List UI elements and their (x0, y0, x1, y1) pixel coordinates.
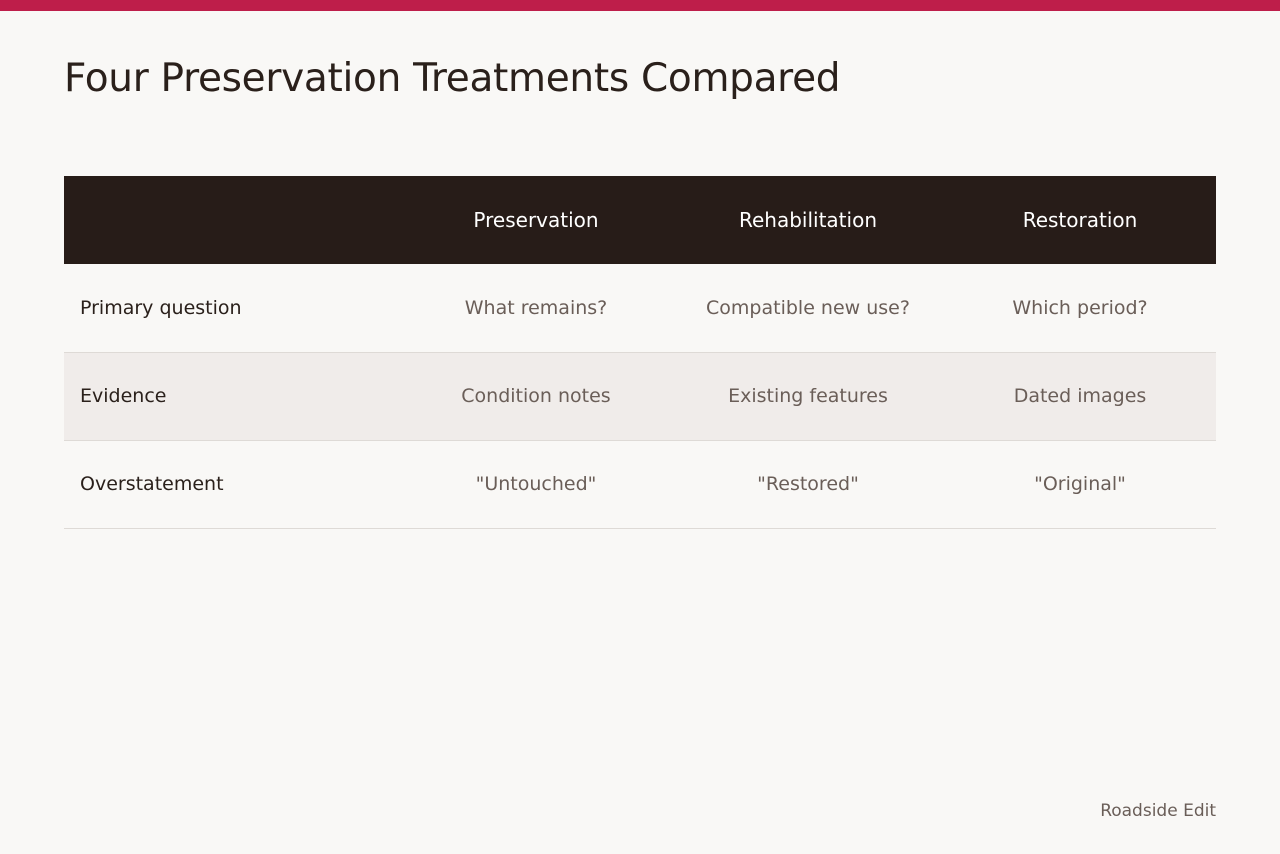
column-header-empty (64, 176, 400, 264)
page-title: Four Preservation Treatments Compared (64, 56, 841, 101)
table-row: Primary question What remains? Compatibl… (64, 264, 1216, 352)
column-header-preservation: Preservation (473, 208, 599, 232)
table-cell: Compatible new use? (706, 296, 910, 319)
row-label-evidence: Evidence (80, 385, 167, 407)
table-cell: Dated images (1013, 385, 1147, 407)
row-label-primary-question: Primary question (80, 296, 242, 319)
table-cell: Which period? (1012, 296, 1148, 319)
table-cell: "Original" (1034, 473, 1126, 495)
footer-brand: Roadside Edit (1100, 801, 1216, 821)
table-row: Overstatement "Untouched" "Restored" "Or… (64, 440, 1216, 528)
column-header-restoration: Restoration (1022, 208, 1138, 232)
row-label-overstatement: Overstatement (80, 473, 224, 495)
table-header-row: Preservation Rehabilitation Restoration (64, 176, 1216, 264)
table-cell: Existing features (728, 385, 888, 407)
column-header-rehabilitation: Rehabilitation (738, 208, 877, 232)
table-cell: "Restored" (757, 473, 859, 495)
accent-bar (0, 0, 1280, 11)
table-cell: "Untouched" (475, 473, 597, 495)
table-cell: What remains? (464, 296, 608, 319)
table-cell: Condition notes (461, 385, 611, 407)
comparison-table: Preservation Rehabilitation Restoration … (64, 176, 1216, 529)
table-row: Evidence Condition notes Existing featur… (64, 352, 1216, 440)
